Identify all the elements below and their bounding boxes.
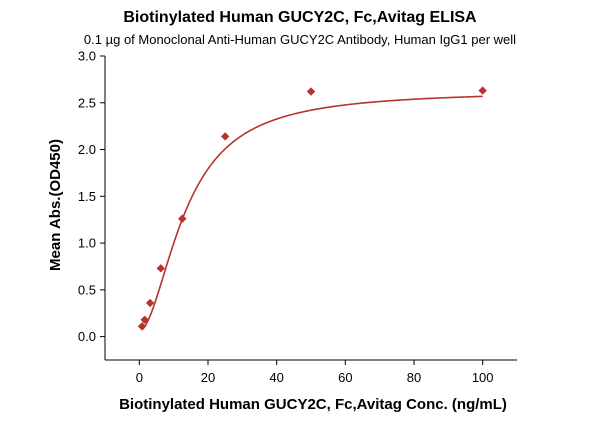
y-axis-ticks: 0.0 0.5 1.0 1.5 2.0 2.5 3.0: [78, 49, 105, 344]
y-tick-label: 1.5: [78, 189, 96, 204]
y-tick-label: 2.0: [78, 142, 96, 157]
data-point: [156, 264, 165, 273]
x-axis-ticks: 0 20 40 60 80 100: [136, 360, 494, 385]
y-axis-label: Mean Abs.(OD450): [47, 139, 64, 271]
x-tick-label: 0: [136, 370, 143, 385]
x-tick-label: 60: [338, 370, 352, 385]
data-point: [220, 132, 230, 141]
data-points: [137, 86, 487, 331]
x-tick-label: 20: [201, 370, 215, 385]
x-tick-label: 100: [472, 370, 494, 385]
data-point: [178, 214, 187, 223]
data-point: [306, 87, 316, 96]
y-tick-label: 2.5: [78, 95, 96, 110]
y-tick-label: 0.5: [78, 282, 96, 297]
y-tick-label: 0.0: [78, 329, 96, 344]
chart-title: Biotinylated Human GUCY2C, Fc,Avitag ELI…: [123, 9, 477, 26]
y-tick-label: 1.0: [78, 236, 96, 251]
x-tick-label: 40: [269, 370, 283, 385]
data-point: [137, 322, 147, 331]
x-axis-label: Biotinylated Human GUCY2C, Fc,Avitag Con…: [119, 396, 507, 413]
y-tick-label: 3.0: [78, 49, 96, 64]
fit-curve: [141, 95, 483, 331]
chart-subtitle: 0.1 µg of Monoclonal Anti-Human GUCY2C A…: [84, 32, 516, 47]
data-point: [145, 298, 155, 308]
x-tick-label: 80: [407, 370, 421, 385]
data-point: [478, 86, 487, 95]
data-point: [140, 315, 149, 324]
plot-area: 0.0 0.5 1.0 1.5 2.0 2.5 3.0 0 20 40 60 80 100: [78, 49, 517, 385]
